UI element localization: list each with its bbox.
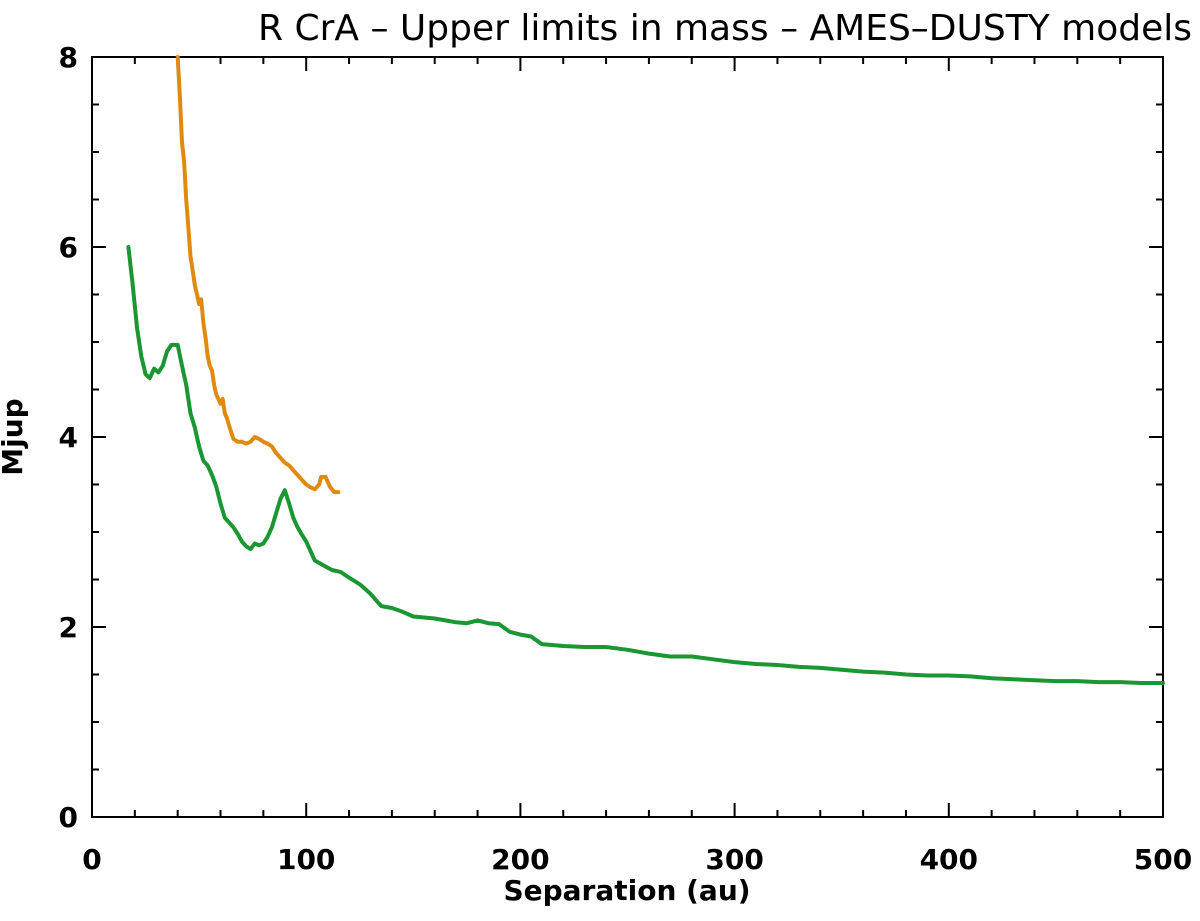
y-tick-label: 4 — [59, 421, 78, 454]
x-tick-label: 100 — [277, 843, 335, 876]
y-tick-label: 8 — [59, 41, 78, 74]
chart-title: R CrA – Upper limits in mass – AMES–DUST… — [258, 8, 1192, 49]
y-tick-label: 0 — [59, 801, 78, 834]
series-layer — [126, 55, 1165, 685]
y-axis-label: Mjup — [0, 398, 29, 475]
series-line-2 — [175, 55, 341, 495]
y-tick-label: 2 — [59, 611, 78, 644]
y-tick-label: 6 — [59, 231, 78, 264]
x-tick-label: 300 — [705, 843, 763, 876]
series-line-1 — [126, 245, 1165, 685]
x-tick-label: 200 — [491, 843, 549, 876]
x-tick-label: 0 — [82, 843, 101, 876]
x-axis-label: Separation (au) — [503, 874, 750, 907]
x-tick-label: 500 — [1134, 843, 1192, 876]
axes: 0 100 200 300 400 500 0 2 4 6 8 — [59, 41, 1193, 876]
x-tick-label: 400 — [920, 843, 978, 876]
